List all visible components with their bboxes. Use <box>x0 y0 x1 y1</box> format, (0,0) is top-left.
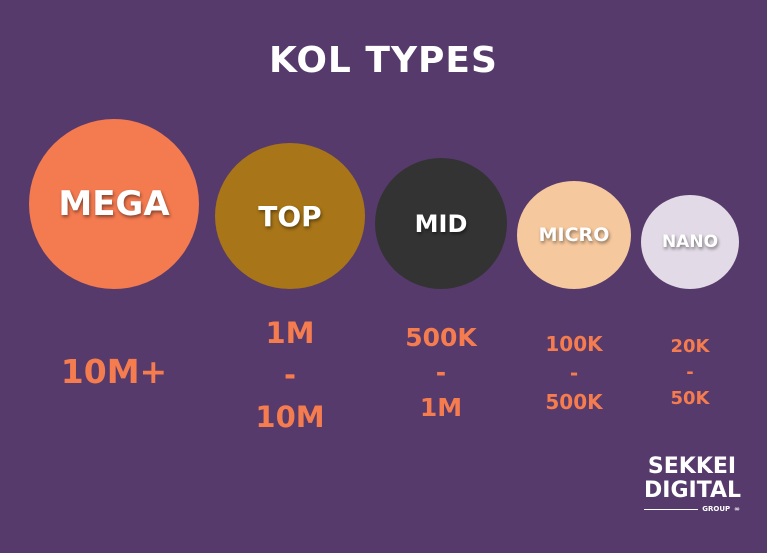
logo-sub-row: GROUP ∞ <box>644 505 740 514</box>
range-value: 10M+ <box>60 352 168 391</box>
range-min: 20K <box>670 336 710 357</box>
tier-range-mid: 500K - 1M <box>376 320 506 425</box>
range-max: 500K <box>545 390 603 414</box>
logo-line2: DIGITAL <box>644 478 742 503</box>
tier-circle-top: TOP <box>215 143 365 289</box>
range-dash: - <box>569 361 579 385</box>
tier-range-mega: 10M+ <box>44 350 184 394</box>
range-max: 1M <box>419 393 463 422</box>
range-dash: - <box>283 358 297 392</box>
tier-circle-micro: MICRO <box>517 181 631 289</box>
tier-label-micro: MICRO <box>538 224 610 246</box>
range-min: 100K <box>545 332 603 356</box>
tier-range-nano: 20K - 50K <box>645 334 735 412</box>
logo-divider <box>644 509 699 510</box>
logo-sub-text: GROUP <box>702 505 731 513</box>
range-max: 10M <box>255 400 325 434</box>
range-max: 50K <box>670 388 710 409</box>
tier-label-top: TOP <box>258 199 322 233</box>
tier-range-top: 1M - 10M <box>220 312 360 438</box>
range-min: 500K <box>405 323 477 352</box>
tier-circle-mega: MEGA <box>29 119 199 289</box>
tier-circle-nano: NANO <box>641 195 739 289</box>
tier-label-nano: NANO <box>661 232 719 252</box>
tier-range-micro: 100K - 500K <box>519 330 629 417</box>
tier-circle-mid: MID <box>375 158 507 289</box>
logo-line1: SEKKEI <box>647 454 737 479</box>
range-dash: - <box>686 362 694 383</box>
range-dash: - <box>435 358 447 387</box>
tier-label-mega: MEGA <box>58 184 170 224</box>
range-min: 1M <box>265 316 315 350</box>
infinity-icon: ∞ <box>734 505 740 513</box>
tier-label-mid: MID <box>414 209 468 238</box>
company-logo: SEKKEI DIGITAL GROUP ∞ <box>644 454 742 514</box>
diagram-title: KOL TYPES <box>269 40 498 81</box>
